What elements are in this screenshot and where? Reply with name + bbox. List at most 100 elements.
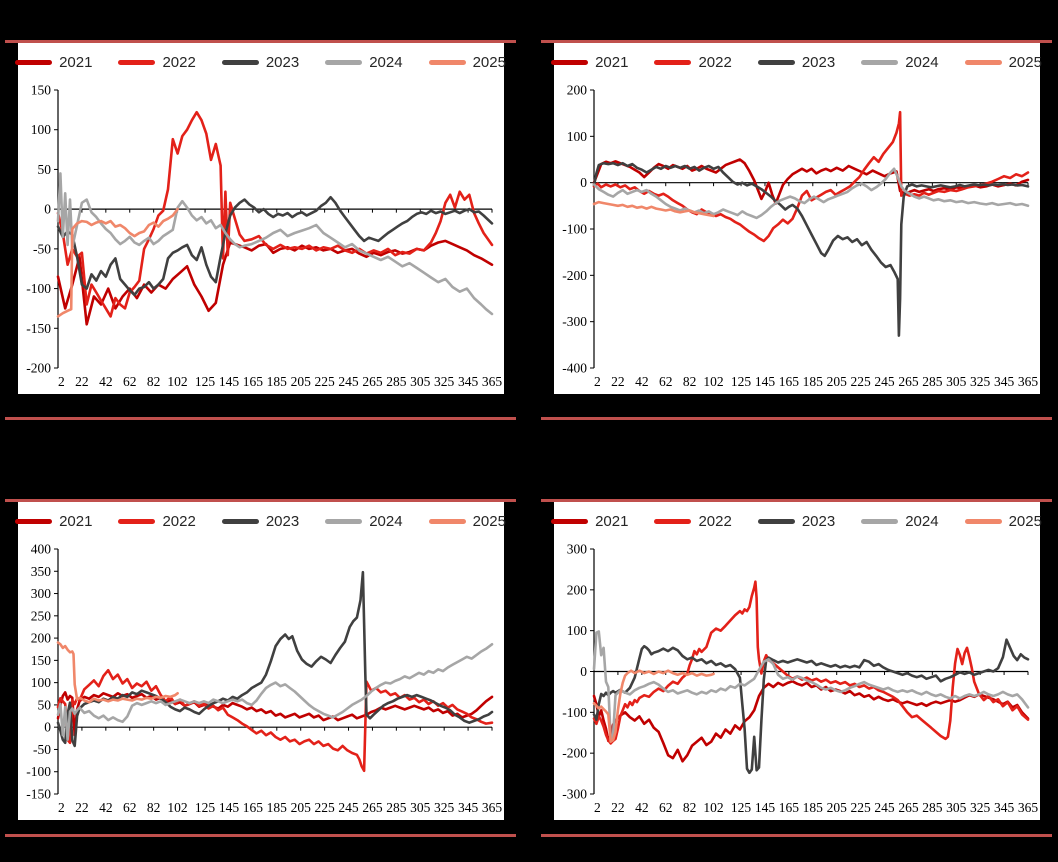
legend-item-2025: 2025 xyxy=(964,55,1042,70)
x-tick-label: 82 xyxy=(682,374,696,389)
chart-legend: 2021 2022 2023 2024 2025 xyxy=(15,502,506,540)
caption-gap xyxy=(5,394,516,417)
x-tick-label: 225 xyxy=(314,374,335,389)
x-tick-label: 62 xyxy=(658,374,672,389)
legend-label: 2021 xyxy=(59,512,93,530)
y-tick-label: 50 xyxy=(37,697,51,712)
x-tick-label: 145 xyxy=(754,800,775,815)
x-tick-label: 82 xyxy=(682,800,696,815)
x-tick-label: 42 xyxy=(99,800,113,815)
legend-item-2021: 2021 xyxy=(15,514,92,529)
x-tick-label: 205 xyxy=(290,800,311,815)
legend-item-2025: 2025 xyxy=(428,55,506,70)
x-tick-label: 62 xyxy=(122,374,136,389)
x-tick-label: 2 xyxy=(58,374,65,389)
y-tick-label: -100 xyxy=(562,222,587,237)
legend-label: 2021 xyxy=(595,53,629,71)
legend-swatch-icon xyxy=(757,518,795,524)
y-tick-label: 0 xyxy=(44,202,51,217)
chart-legend: 2021 2022 2023 2024 2025 xyxy=(551,43,1042,81)
chart-legend: 2021 2022 2023 2024 2025 xyxy=(551,502,1042,540)
legend-item-2023: 2023 xyxy=(221,514,299,529)
y-tick-label: -300 xyxy=(562,787,587,802)
legend-swatch-icon xyxy=(964,518,1002,524)
x-tick-label: 62 xyxy=(658,800,672,815)
y-tick-label: 0 xyxy=(44,720,51,735)
x-tick-label: 345 xyxy=(993,374,1014,389)
y-tick-label: -100 xyxy=(26,281,51,296)
series-line-2024 xyxy=(56,643,493,741)
legend-swatch-icon xyxy=(325,518,363,524)
legend-label: 2024 xyxy=(369,512,403,530)
x-tick-label: 345 xyxy=(993,800,1014,815)
chart-panel-top-left: 2021 2022 2023 2024 2025 150 100 50 0 -50 -100 -15… xyxy=(5,40,516,420)
series-line-2021 xyxy=(592,158,1029,205)
legend-swatch-icon xyxy=(428,59,466,65)
x-tick-label: 22 xyxy=(611,800,625,815)
legend-swatch-icon xyxy=(325,59,363,65)
x-tick-label: 125 xyxy=(194,374,215,389)
x-tick-label: 125 xyxy=(194,800,215,815)
legend-swatch-icon xyxy=(654,518,692,524)
caption-gap xyxy=(5,820,516,834)
x-tick-label: 285 xyxy=(386,800,407,815)
y-tick-label: 200 xyxy=(566,582,587,597)
x-tick-label: 305 xyxy=(946,374,967,389)
series-line-2023 xyxy=(56,195,493,297)
x-tick-label: 2 xyxy=(594,800,601,815)
chart-card: 2021 2022 2023 2024 2025 300 200 100 0 -100 -200 -… xyxy=(551,502,1042,820)
x-tick-label: 325 xyxy=(434,374,455,389)
legend-swatch-icon xyxy=(964,59,1002,65)
chart-panel-bottom-right: 2021 2022 2023 2024 2025 300 200 100 0 -100 -200 -… xyxy=(541,499,1052,837)
series-line-2025 xyxy=(592,669,715,743)
x-tick-label: 325 xyxy=(970,800,991,815)
legend-item-2023: 2023 xyxy=(221,55,299,70)
legend-swatch-icon xyxy=(757,59,795,65)
series-line-2024 xyxy=(56,172,493,316)
legend-label: 2022 xyxy=(162,512,196,530)
panel-top-divider xyxy=(5,40,516,43)
legend-item-2024: 2024 xyxy=(325,512,403,530)
legend-item-2021: 2021 xyxy=(551,55,628,70)
y-tick-label: 300 xyxy=(566,542,587,557)
x-tick-label: 365 xyxy=(1017,800,1038,815)
y-tick-label: 350 xyxy=(30,564,51,579)
x-tick-label: 125 xyxy=(730,800,751,815)
y-tick-label: 0 xyxy=(580,664,587,679)
legend-swatch-icon xyxy=(861,518,899,524)
x-tick-label: 245 xyxy=(338,800,359,815)
y-tick-label: 100 xyxy=(566,129,587,144)
series-line-2023 xyxy=(592,638,1029,775)
x-tick-label: 325 xyxy=(970,374,991,389)
y-tick-label: -400 xyxy=(562,361,587,376)
series-line-2024 xyxy=(592,630,1029,741)
legend-item-2023: 2023 xyxy=(757,512,836,530)
x-tick-label: 22 xyxy=(75,374,89,389)
x-tick-label: 42 xyxy=(635,374,649,389)
x-tick-label: 225 xyxy=(850,374,871,389)
y-tick-label: -150 xyxy=(26,787,51,802)
y-tick-label: 250 xyxy=(30,608,51,623)
y-tick-label: 200 xyxy=(30,631,51,646)
x-tick-label: 205 xyxy=(826,800,847,815)
x-tick-label: 225 xyxy=(850,800,871,815)
x-tick-label: 345 xyxy=(457,800,478,815)
x-tick-label: 145 xyxy=(754,374,775,389)
legend-swatch-icon xyxy=(118,59,156,65)
y-tick-label: 150 xyxy=(30,83,51,98)
legend-label: 2023 xyxy=(801,512,836,530)
series-line-2023 xyxy=(56,570,493,748)
legend-label: 2022 xyxy=(698,53,732,71)
x-tick-label: 225 xyxy=(314,800,335,815)
legend-swatch-icon xyxy=(654,59,692,65)
y-tick-label: 300 xyxy=(30,586,51,601)
legend-label: 2024 xyxy=(369,53,403,71)
series-line-2022 xyxy=(592,110,1029,243)
legend-swatch-icon xyxy=(551,59,589,65)
panel-bottom-divider xyxy=(541,834,1052,837)
legend-swatch-icon xyxy=(15,518,53,524)
x-tick-label: 2 xyxy=(58,800,65,815)
legend-label: 2025 xyxy=(472,512,506,530)
legend-item-2022: 2022 xyxy=(654,53,732,71)
